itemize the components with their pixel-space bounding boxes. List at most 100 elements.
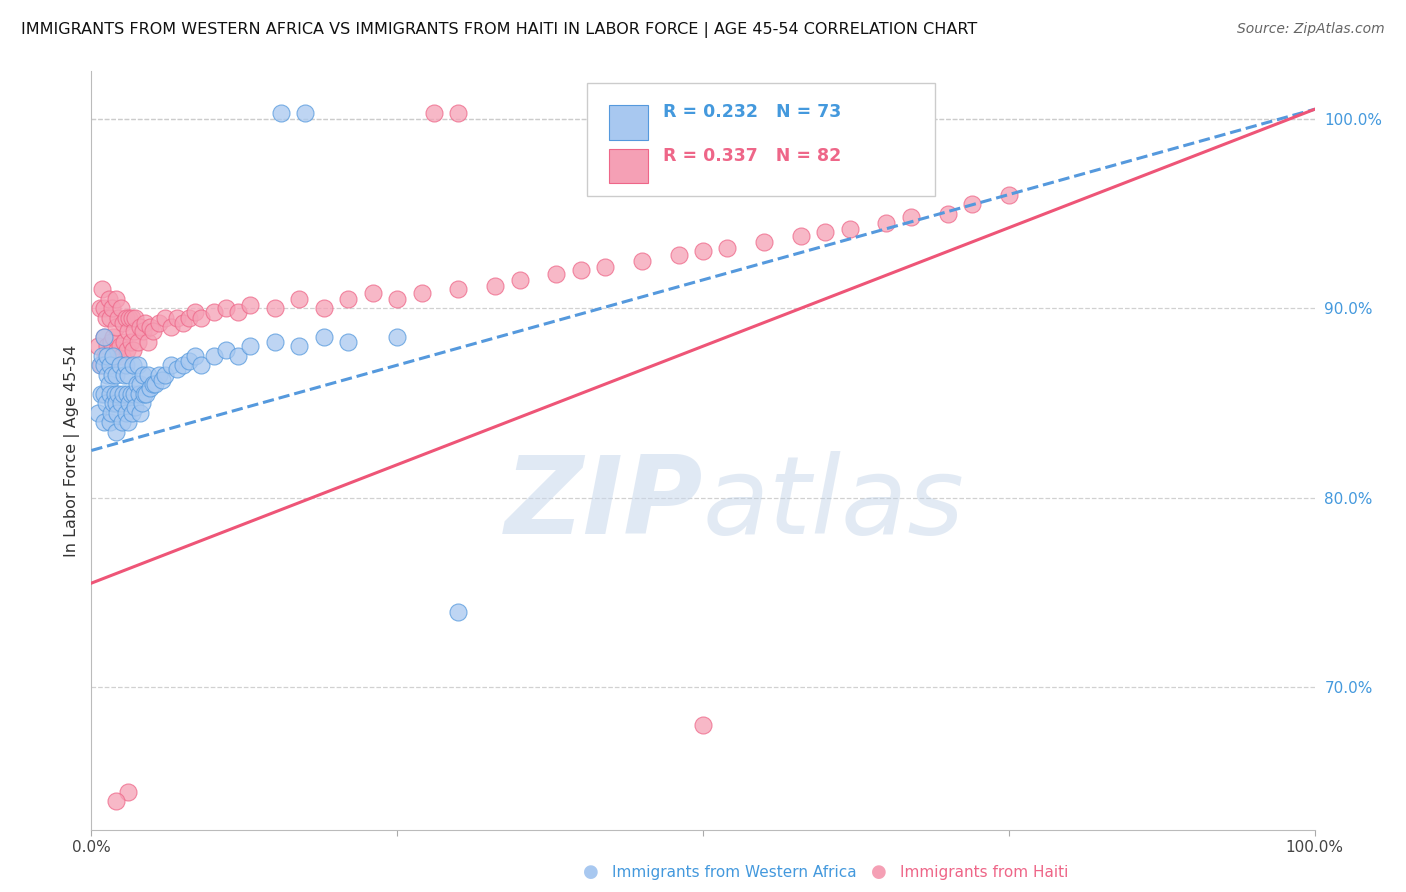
Point xyxy=(294,106,316,120)
Point xyxy=(960,197,983,211)
Point xyxy=(104,368,127,382)
Point xyxy=(117,368,139,382)
Text: atlas: atlas xyxy=(703,451,965,556)
Point xyxy=(91,349,114,363)
Text: Immigrants from Haiti: Immigrants from Haiti xyxy=(900,865,1069,880)
Point xyxy=(98,310,121,325)
Point xyxy=(716,241,738,255)
Point xyxy=(117,784,139,798)
Point xyxy=(270,106,292,120)
Point xyxy=(509,273,531,287)
Point xyxy=(105,343,128,357)
Text: ZIP: ZIP xyxy=(505,450,703,557)
Point xyxy=(98,386,121,401)
Point xyxy=(104,794,127,808)
Point xyxy=(132,324,155,338)
Point xyxy=(875,216,898,230)
Point xyxy=(100,335,122,350)
Point xyxy=(179,354,201,368)
Point xyxy=(143,377,166,392)
Point xyxy=(150,373,173,387)
Point xyxy=(104,425,127,439)
Point xyxy=(100,405,122,419)
Point xyxy=(122,343,145,357)
Point xyxy=(132,386,155,401)
Point xyxy=(184,349,207,363)
Point xyxy=(127,358,149,372)
Point xyxy=(86,339,108,353)
Point xyxy=(98,358,121,372)
Point xyxy=(107,310,129,325)
Point xyxy=(122,358,145,372)
Point xyxy=(148,317,170,331)
Point xyxy=(112,335,135,350)
Point xyxy=(546,267,568,281)
Point xyxy=(114,405,136,419)
FancyBboxPatch shape xyxy=(586,83,935,196)
Point xyxy=(103,349,125,363)
Point xyxy=(202,349,225,363)
Point xyxy=(814,226,837,240)
Point xyxy=(96,368,118,382)
Point xyxy=(226,305,249,319)
Point xyxy=(96,349,118,363)
Point xyxy=(153,368,176,382)
Point xyxy=(692,244,714,259)
Point xyxy=(93,329,115,343)
Y-axis label: In Labor Force | Age 45-54: In Labor Force | Age 45-54 xyxy=(65,344,80,557)
Text: R = 0.232   N = 73: R = 0.232 N = 73 xyxy=(662,103,841,120)
Point xyxy=(134,317,156,331)
Point xyxy=(160,320,183,334)
Point xyxy=(411,286,433,301)
Point xyxy=(936,206,959,220)
Point xyxy=(117,324,139,338)
Point xyxy=(447,106,470,120)
Point xyxy=(239,339,262,353)
Point xyxy=(101,301,124,316)
Point xyxy=(423,106,446,120)
Point xyxy=(215,343,238,357)
Point xyxy=(108,339,131,353)
Point xyxy=(124,400,146,414)
Point xyxy=(93,301,115,316)
Point xyxy=(131,396,153,410)
Bar xyxy=(609,105,648,140)
Point xyxy=(111,415,134,429)
Point xyxy=(215,301,238,316)
Point xyxy=(104,320,127,334)
Point xyxy=(288,292,311,306)
Point xyxy=(94,396,117,410)
Point xyxy=(136,335,159,350)
Point xyxy=(631,253,654,268)
Point xyxy=(160,358,183,372)
Point xyxy=(139,320,162,334)
Point xyxy=(90,386,112,401)
Point xyxy=(114,358,136,372)
Point xyxy=(121,310,143,325)
Point xyxy=(141,377,163,392)
Point xyxy=(110,301,132,316)
Point xyxy=(900,211,922,225)
Point xyxy=(484,278,506,293)
Point xyxy=(97,377,120,392)
Point xyxy=(118,310,141,325)
Point xyxy=(125,377,148,392)
Point xyxy=(128,386,150,401)
Point xyxy=(93,329,115,343)
Point xyxy=(115,343,138,357)
Point xyxy=(312,329,335,343)
Point xyxy=(103,329,125,343)
Point xyxy=(129,377,152,392)
Point xyxy=(166,362,188,376)
Text: ●: ● xyxy=(870,863,887,881)
Point xyxy=(122,324,145,338)
Point xyxy=(101,368,124,382)
Point xyxy=(754,235,776,249)
Point xyxy=(96,339,118,353)
Point xyxy=(127,335,149,350)
Point xyxy=(86,405,108,419)
Point xyxy=(94,310,117,325)
Point xyxy=(264,301,287,316)
Point xyxy=(110,396,132,410)
Point xyxy=(998,187,1021,202)
